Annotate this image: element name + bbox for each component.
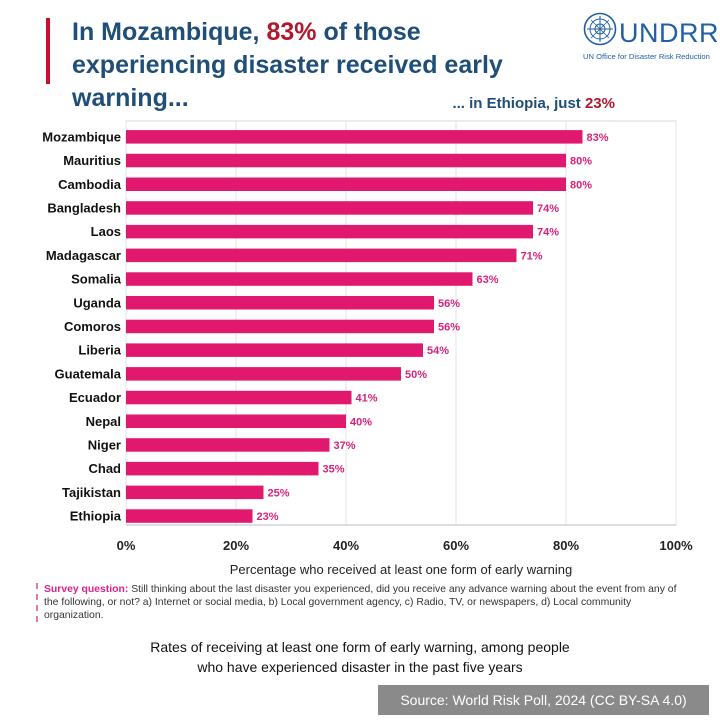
chart-caption: Rates of receiving at least one form of … <box>60 637 660 677</box>
y-tick-label: Niger <box>88 437 121 452</box>
bar <box>126 248 517 263</box>
y-tick-label: Ethiopia <box>70 509 122 524</box>
un-emblem-icon <box>583 12 617 46</box>
data-label: 40% <box>350 416 372 428</box>
bar <box>126 224 533 239</box>
survey-question: Survey question: Still thinking about th… <box>36 583 684 622</box>
source-badge: Source: World Risk Poll, 2024 (CC BY-SA … <box>378 685 709 715</box>
caption-line-1: Rates of receiving at least one form of … <box>150 639 570 655</box>
y-tick-label: Tajikistan <box>62 485 121 500</box>
bar <box>126 130 583 144</box>
bar-chart: 0% 20% 40% 60% 80% 100% Mozambique 83% Mauritius… <box>42 120 693 553</box>
bar <box>126 438 330 452</box>
x-tick-label: 40% <box>333 538 359 553</box>
bar <box>126 485 264 500</box>
y-tick-label: Mauritius <box>63 153 121 168</box>
caption-line-2: who have experienced disaster in the pas… <box>197 659 523 675</box>
subtitle-prefix: ... in Ethiopia, just <box>452 95 585 112</box>
data-label: 56% <box>438 321 460 333</box>
logo-wordmark: UNDRR <box>619 18 719 48</box>
undrr-logo: UNDRR UN Office for Disaster Risk Reduct… <box>583 12 719 62</box>
data-label: 74% <box>537 227 559 239</box>
data-label: 37% <box>334 440 356 452</box>
data-label: 50% <box>405 369 427 381</box>
y-tick-label: Cambodia <box>58 177 122 192</box>
y-tick-label: Ecuador <box>69 390 121 405</box>
y-tick-label: Madagascar <box>46 248 121 263</box>
survey-question-label: Survey question: <box>44 584 129 595</box>
bar <box>126 153 566 168</box>
bar <box>126 343 423 357</box>
bar <box>126 319 434 334</box>
data-label: 25% <box>268 487 290 499</box>
x-tick-label: 60% <box>443 538 469 553</box>
bar <box>126 390 352 405</box>
x-tick-label: 20% <box>223 538 249 553</box>
data-label: 80% <box>570 179 592 191</box>
y-tick-label: Uganda <box>73 295 121 310</box>
title-part1: In Mozambique, <box>72 18 267 46</box>
x-tick-label: 0% <box>117 538 136 553</box>
data-label: 35% <box>323 464 345 476</box>
bar <box>126 509 253 523</box>
data-label: 83% <box>587 132 609 144</box>
title-accent-bar <box>46 18 50 84</box>
page-title: In Mozambique, 83% of those experiencing… <box>72 16 552 115</box>
bar <box>126 367 401 381</box>
data-label: 54% <box>427 345 449 357</box>
y-tick-label: Somalia <box>71 272 122 287</box>
survey-question-text: Still thinking about the last disaster y… <box>44 584 677 621</box>
y-tick-label: Mozambique <box>42 129 121 144</box>
data-label: 71% <box>521 250 543 262</box>
data-label: 23% <box>257 511 279 523</box>
y-tick-label: Chad <box>89 461 122 476</box>
y-tick-label: Guatemala <box>55 366 122 381</box>
y-tick-label: Nepal <box>86 414 121 429</box>
bar <box>126 177 566 191</box>
title-highlight: 83% <box>266 18 317 46</box>
data-label: 56% <box>438 298 460 310</box>
y-tick-label: Bangladesh <box>47 200 121 215</box>
x-axis-label: Percentage who received at least one for… <box>229 562 573 577</box>
bar <box>126 201 533 215</box>
bar <box>126 296 434 310</box>
bar <box>126 461 319 476</box>
x-tick-label: 80% <box>553 538 579 553</box>
bar <box>126 272 473 286</box>
y-tick-label: Comoros <box>64 319 121 334</box>
logo-subtitle: UN Office for Disaster Risk Reduction <box>583 52 710 61</box>
subtitle-highlight: 23% <box>584 95 615 112</box>
y-tick-label: Liberia <box>78 343 121 358</box>
title-part2: of those experiencing disaster received … <box>72 18 503 112</box>
y-tick-label: Laos <box>91 224 121 239</box>
data-label: 80% <box>570 156 592 168</box>
bar <box>126 414 346 428</box>
x-tick-label: 100% <box>659 538 693 553</box>
data-label: 41% <box>356 393 378 405</box>
chart-subtitle: ... in Ethiopia, just 23% <box>452 95 615 112</box>
data-label: 74% <box>537 203 559 215</box>
data-label: 63% <box>477 274 499 286</box>
